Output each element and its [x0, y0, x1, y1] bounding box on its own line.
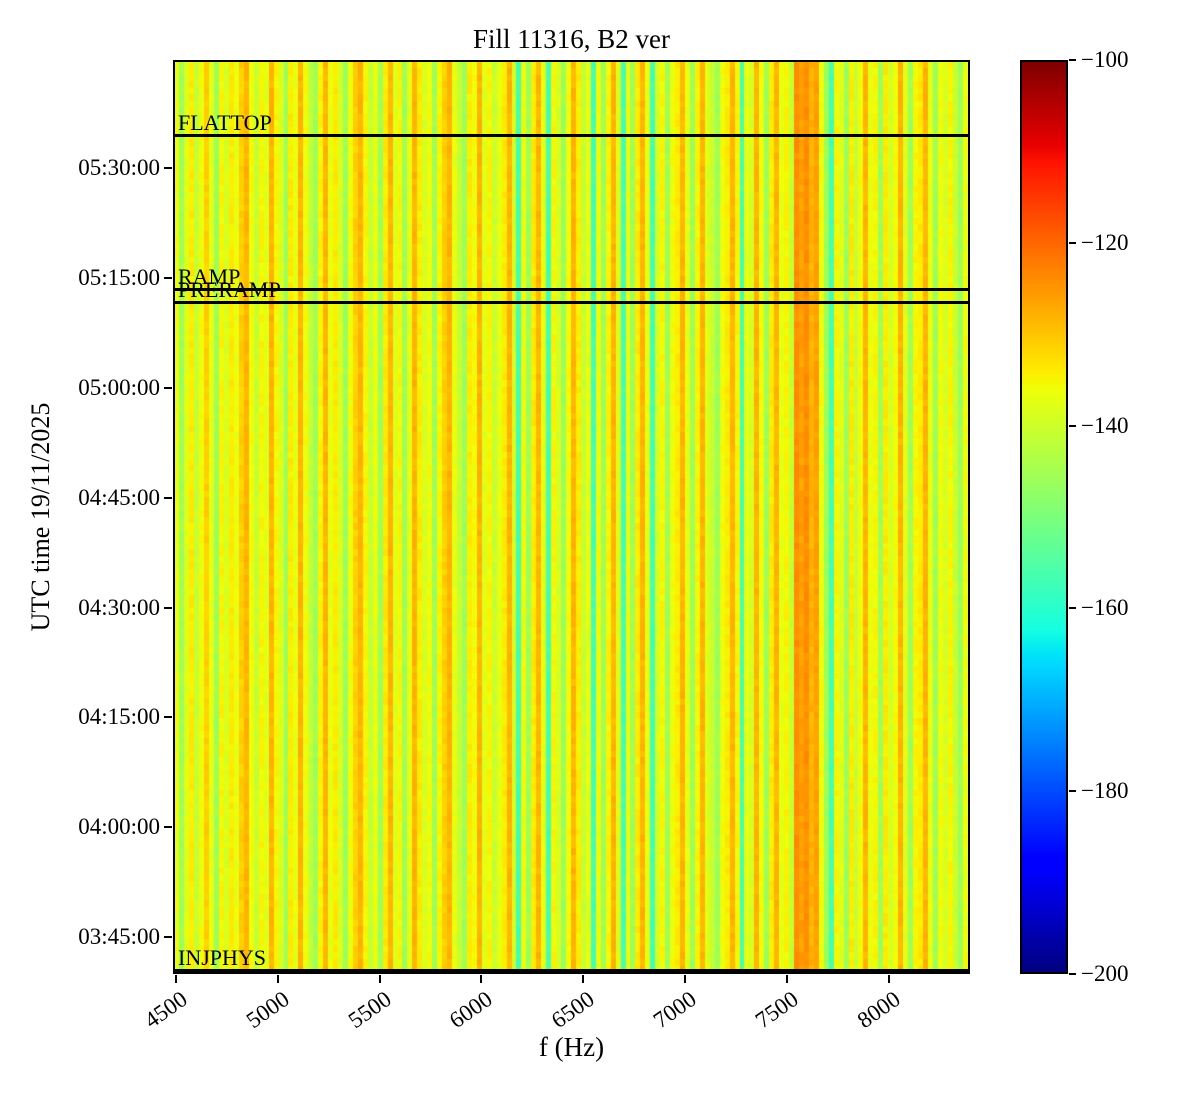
colorbar-gradient	[1022, 62, 1066, 972]
x-tick-label: 7000	[648, 986, 701, 1034]
colorbar-tick-label: −120	[1081, 229, 1129, 255]
colorbar-tick-mark	[1069, 607, 1076, 610]
y-tick-label: 05:15:00	[78, 264, 160, 290]
x-tick-label: 5500	[343, 986, 396, 1034]
y-tick-label: 05:30:00	[78, 155, 160, 181]
y-tick-label: 05:00:00	[78, 375, 160, 401]
colorbar-tick-label: −180	[1081, 778, 1129, 804]
x-tick-mark	[785, 975, 788, 983]
x-tick-label: 8000	[852, 986, 905, 1034]
x-tick-label: 6000	[444, 986, 497, 1034]
beam-mode-line-ramp	[175, 287, 968, 291]
plot-area: FLATTOP RAMP PRERAMP INJPHYS	[173, 60, 970, 974]
y-tick-label: 03:45:00	[78, 923, 160, 949]
y-tick-mark	[164, 387, 172, 390]
y-tick-mark	[164, 276, 172, 279]
y-tick-mark	[164, 606, 172, 609]
y-tick-mark	[164, 716, 172, 719]
x-tick-mark	[581, 975, 584, 983]
x-axis-label: f (Hz)	[538, 1032, 605, 1062]
x-tick-label: 6500	[546, 986, 599, 1034]
y-tick-label: 04:30:00	[78, 594, 160, 620]
colorbar-tick-mark	[1069, 241, 1076, 244]
colorbar-tick-mark	[1069, 424, 1076, 427]
beam-mode-line-preramp	[175, 301, 968, 305]
colorbar-tick-label: −140	[1081, 412, 1129, 438]
y-tick-mark	[164, 935, 172, 938]
x-tick-mark	[479, 975, 482, 983]
beam-mode-label-injphys: INJPHYS	[178, 945, 267, 970]
y-tick-label: 04:15:00	[78, 704, 160, 730]
beam-mode-line-injphys	[175, 969, 968, 972]
y-tick-label: 04:45:00	[78, 485, 160, 511]
beam-mode-label-flattop: FLATTOP	[178, 109, 272, 135]
beam-mode-label-ramp: RAMP	[178, 263, 241, 289]
x-tick-mark	[379, 975, 382, 983]
x-tick-mark	[175, 975, 178, 983]
spectrogram-heatmap	[175, 62, 968, 972]
beam-mode-line-flattop	[175, 133, 968, 137]
colorbar-tick-mark	[1069, 790, 1076, 793]
chart-title: Fill 11316, B2 ver	[472, 24, 670, 54]
beam-mode-label-preramp: PRERAMP	[178, 277, 281, 303]
colorbar-tick-label: −200	[1081, 961, 1129, 986]
x-tick-mark	[887, 975, 890, 983]
x-tick-label: 5000	[241, 986, 294, 1034]
y-tick-mark	[164, 167, 172, 170]
x-tick-label: 7500	[750, 986, 803, 1034]
colorbar-tick-mark	[1069, 973, 1076, 975]
x-tick-mark	[277, 975, 280, 983]
colorbar-tick-label: −160	[1081, 595, 1129, 621]
x-tick-label: 4500	[139, 986, 192, 1034]
colorbar-tick-mark	[1069, 59, 1076, 61]
colorbar-tick-label: −100	[1081, 47, 1129, 72]
y-tick-label: 04:00:00	[78, 813, 160, 839]
y-tick-mark	[164, 825, 172, 828]
x-tick-mark	[683, 975, 686, 983]
y-tick-mark	[164, 497, 172, 500]
y-axis-label: UTC time 19/11/2025	[26, 402, 55, 632]
colorbar	[1020, 60, 1068, 974]
